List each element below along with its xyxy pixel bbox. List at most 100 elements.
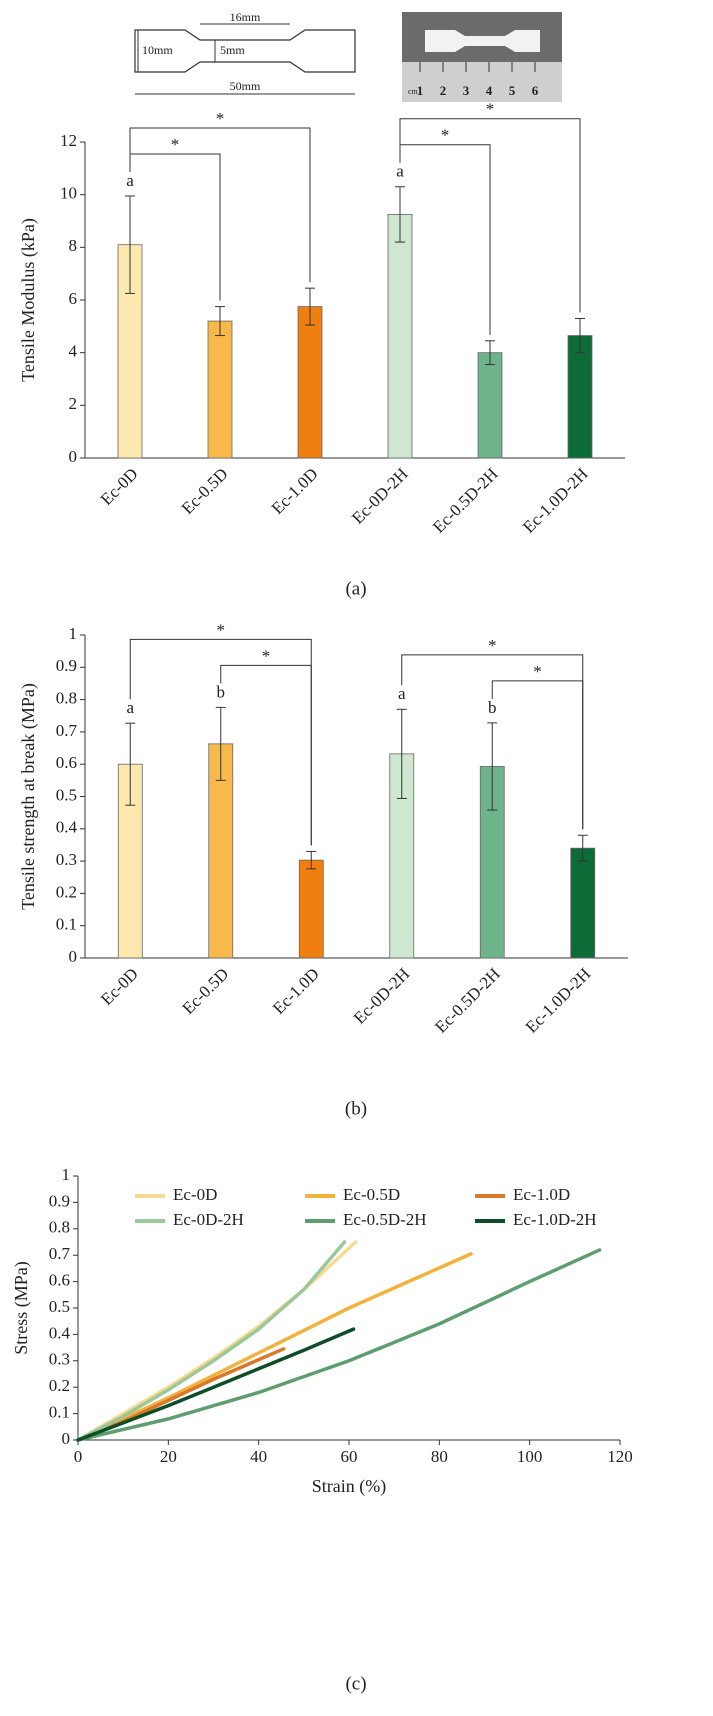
y-tick-label: 2: [69, 394, 78, 413]
x-tick-label: Ec-1.0D: [269, 964, 323, 1018]
dimension-label: 16mm: [230, 10, 261, 24]
ruler-number: 1: [417, 83, 424, 98]
legend-label: Ec-0.5D: [343, 1185, 400, 1204]
y-tick-label: 0.7: [56, 721, 78, 740]
specimen-diagram: 16mm 5mm 10mm 50mm cm: [134, 10, 562, 102]
caption: (b): [345, 1098, 367, 1119]
y-tick-label: 0.8: [49, 1218, 70, 1237]
x-tick-label: Ec-0.5D-2H: [429, 464, 502, 537]
x-tick-label: Ec-0D: [97, 464, 142, 509]
significance-mark: *: [216, 109, 225, 128]
y-tick-label: 0: [69, 447, 78, 466]
significance-mark: *: [486, 100, 495, 119]
significance-bracket: [129, 153, 221, 301]
x-tick-label: 120: [607, 1447, 633, 1466]
ruler-number: 2: [440, 83, 447, 98]
legend-label: Ec-0.5D-2H: [343, 1210, 427, 1229]
y-tick-label: 0: [69, 947, 78, 966]
y-tick-label: 6: [69, 289, 78, 308]
ruler-number: 3: [463, 83, 470, 98]
bar: [477, 352, 503, 459]
bar: [207, 320, 233, 459]
y-tick-label: 0.2: [49, 1376, 70, 1395]
significance-mark: *: [488, 636, 497, 655]
bar: [387, 214, 413, 459]
significance-mark: *: [262, 646, 271, 665]
y-tick-label: 0.6: [56, 753, 77, 772]
y-axis-label: Tensile strength at break (MPa): [18, 683, 39, 910]
significance-bracket: [491, 680, 584, 830]
y-tick-label: 0.4: [49, 1323, 71, 1342]
ruler-unit: cm: [408, 87, 419, 96]
caption: (c): [345, 1673, 366, 1694]
significance-bracket: [220, 664, 312, 846]
series-line: [76, 1248, 602, 1442]
series-line: [76, 1327, 356, 1442]
y-axis-label: Stress (MPa): [11, 1261, 32, 1355]
x-tick-label: Ec-1.0D-2H: [519, 464, 592, 537]
y-tick-label: 10: [60, 184, 77, 203]
y-tick-label: 0.5: [56, 785, 77, 804]
ruler-number: 6: [532, 83, 539, 98]
significance-bracket: [129, 127, 311, 283]
legend-label: Ec-0D: [173, 1185, 217, 1204]
significance-mark: *: [171, 135, 180, 154]
y-tick-label: 0.9: [49, 1191, 70, 1210]
significance-mark: *: [441, 126, 450, 145]
y-tick-label: 0.3: [56, 850, 77, 869]
bar: [567, 335, 593, 459]
y-tick-label: 0.2: [56, 882, 77, 901]
ruler-number: 5: [509, 83, 516, 98]
dimension-label: 50mm: [230, 79, 261, 93]
y-tick-label: 4: [69, 342, 78, 361]
significance-bracket: [399, 144, 491, 335]
bar: [570, 847, 596, 959]
significance-bracket: [401, 654, 584, 830]
series-line: [76, 1240, 358, 1442]
y-tick-label: 0.9: [56, 656, 77, 675]
y-tick-label: 1: [62, 1165, 71, 1184]
y-axis-label: Tensile Modulus (kPa): [18, 218, 39, 382]
y-tick-label: 8: [69, 236, 78, 255]
y-tick-label: 0.5: [49, 1297, 70, 1316]
series-line: [76, 1252, 473, 1442]
caption: (a): [345, 578, 366, 599]
significance-bracket: [129, 638, 312, 846]
legend-label: Ec-1.0D: [513, 1185, 570, 1204]
x-tick-label: Ec-0.5D: [179, 964, 233, 1018]
y-tick-label: 12: [60, 131, 77, 150]
y-tick-label: 0.4: [56, 818, 78, 837]
group-letter: b: [217, 682, 226, 701]
legend-label: Ec-0D-2H: [173, 1210, 244, 1229]
group-letter: a: [126, 171, 134, 190]
y-tick-label: 0.1: [49, 1403, 70, 1422]
x-tick-label: Ec-0.5D-2H: [431, 964, 504, 1037]
legend-label: Ec-1.0D-2H: [513, 1210, 597, 1229]
dimension-label: 10mm: [142, 43, 173, 57]
x-tick-label: Ec-1.0D: [268, 464, 322, 518]
group-letter: a: [398, 684, 406, 703]
x-tick-label: Ec-0D: [97, 964, 142, 1009]
bar: [297, 306, 323, 459]
x-tick-label: Ec-0D-2H: [350, 964, 414, 1028]
series-line: [76, 1240, 347, 1442]
y-tick-label: 0: [62, 1429, 71, 1448]
ruler-number: 4: [486, 83, 493, 98]
bar: [298, 859, 324, 959]
x-tick-label: 80: [431, 1447, 448, 1466]
y-tick-label: 0.8: [56, 689, 77, 708]
photo-specimen: [425, 30, 540, 52]
significance-mark: *: [217, 620, 226, 639]
y-tick-label: 0.3: [49, 1350, 70, 1369]
dimension-label: 5mm: [220, 43, 245, 57]
y-tick-label: 0.7: [49, 1244, 71, 1263]
x-tick-label: 100: [517, 1447, 543, 1466]
x-tick-label: 20: [160, 1447, 177, 1466]
significance-mark: *: [533, 662, 542, 681]
x-tick-label: Ec-0D-2H: [348, 464, 412, 528]
x-tick-label: 60: [341, 1447, 358, 1466]
y-tick-label: 0.6: [49, 1271, 70, 1290]
group-letter: a: [396, 162, 404, 181]
x-tick-label: 0: [74, 1447, 83, 1466]
